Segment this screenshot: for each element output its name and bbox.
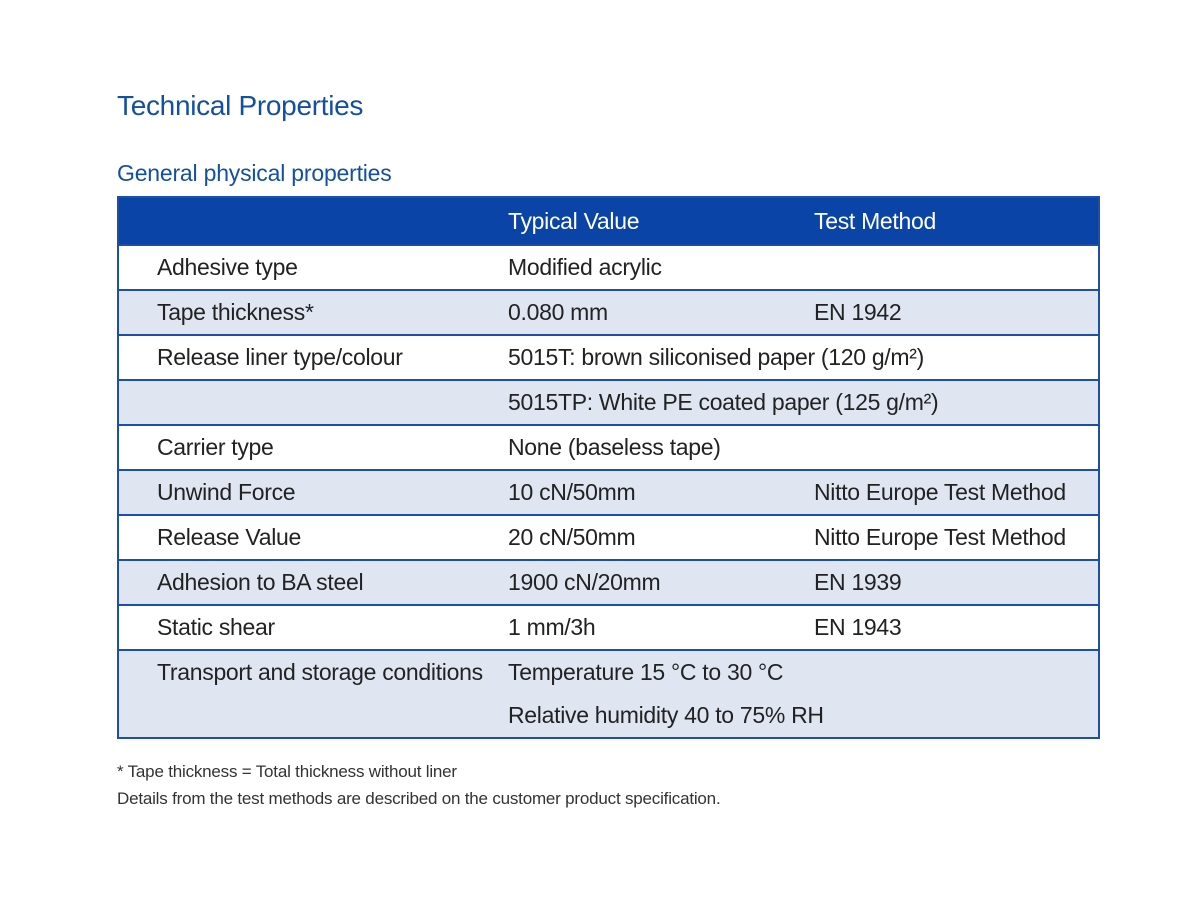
value-cell: None (baseless tape) xyxy=(508,434,721,460)
table-row: Adhesive type Modified acrylic xyxy=(118,245,1099,290)
table-header-row: Typical Value Test Method xyxy=(118,197,1099,245)
table-row: Unwind Force 10 cN/50mm Nitto Europe Tes… xyxy=(118,470,1099,515)
value-cell: 5015TP: White PE coated paper (125 g/m²) xyxy=(508,380,1099,425)
value-cell: Modified acrylic xyxy=(508,254,662,280)
table-row: Carrier type None (baseless tape) xyxy=(118,425,1099,470)
header-typical-value: Typical Value xyxy=(508,197,814,245)
footnote-thickness: * Tape thickness = Total thickness witho… xyxy=(117,762,457,781)
property-cell: Adhesion to BA steel xyxy=(118,560,508,605)
value-cell: Temperature 15 °C to 30 °C xyxy=(508,650,1099,694)
table-row: Static shear 1 mm/3h EN 1943 xyxy=(118,605,1099,650)
method-cell: EN 1942 xyxy=(814,290,1099,335)
method-cell: Nitto Europe Test Method xyxy=(814,470,1099,515)
property-cell: Transport and storage conditions xyxy=(118,650,508,694)
property-cell: Carrier type xyxy=(157,434,274,460)
value-cell: 0.080 mm xyxy=(508,290,814,335)
property-cell xyxy=(118,380,508,425)
value-cell: 1900 cN/20mm xyxy=(508,560,814,605)
value-cell: 20 cN/50mm xyxy=(508,524,636,550)
property-cell: Tape thickness* xyxy=(118,290,508,335)
header-test-method: Test Method xyxy=(814,197,1099,245)
method-cell: Nitto Europe Test Method xyxy=(814,524,1066,550)
value-cell: 1 mm/3h xyxy=(508,614,596,640)
method-cell xyxy=(814,425,1099,470)
value-cell: Relative humidity 40 to 75% RH xyxy=(508,694,1099,738)
method-cell xyxy=(814,245,1099,290)
method-cell: EN 1939 xyxy=(814,560,1099,605)
property-cell: Unwind Force xyxy=(118,470,508,515)
property-cell: Adhesive type xyxy=(157,254,298,280)
table-row: Tape thickness* 0.080 mm EN 1942 xyxy=(118,290,1099,335)
property-cell: Static shear xyxy=(157,614,275,640)
section-title: General physical properties xyxy=(117,160,392,186)
property-cell xyxy=(118,694,508,738)
properties-table: Typical Value Test Method Adhesive type … xyxy=(117,196,1100,739)
table-row: Release liner type/colour 5015T: brown s… xyxy=(118,335,1099,380)
table-row: Transport and storage conditions Tempera… xyxy=(118,650,1099,694)
table-row: Release Value 20 cN/50mm Nitto Europe Te… xyxy=(118,515,1099,560)
footnote-details: Details from the test methods are descri… xyxy=(117,789,721,808)
table-row: Adhesion to BA steel 1900 cN/20mm EN 193… xyxy=(118,560,1099,605)
property-cell: Release liner type/colour xyxy=(157,344,403,370)
value-cell: 10 cN/50mm xyxy=(508,470,814,515)
method-cell: EN 1943 xyxy=(814,614,902,640)
value-cell: 5015T: brown siliconised paper (120 g/m²… xyxy=(508,344,924,370)
property-cell: Release Value xyxy=(157,524,301,550)
page-title: Technical Properties xyxy=(117,90,364,121)
table-row: 5015TP: White PE coated paper (125 g/m²) xyxy=(118,380,1099,425)
header-property xyxy=(118,197,508,245)
table-row: Relative humidity 40 to 75% RH xyxy=(118,694,1099,738)
